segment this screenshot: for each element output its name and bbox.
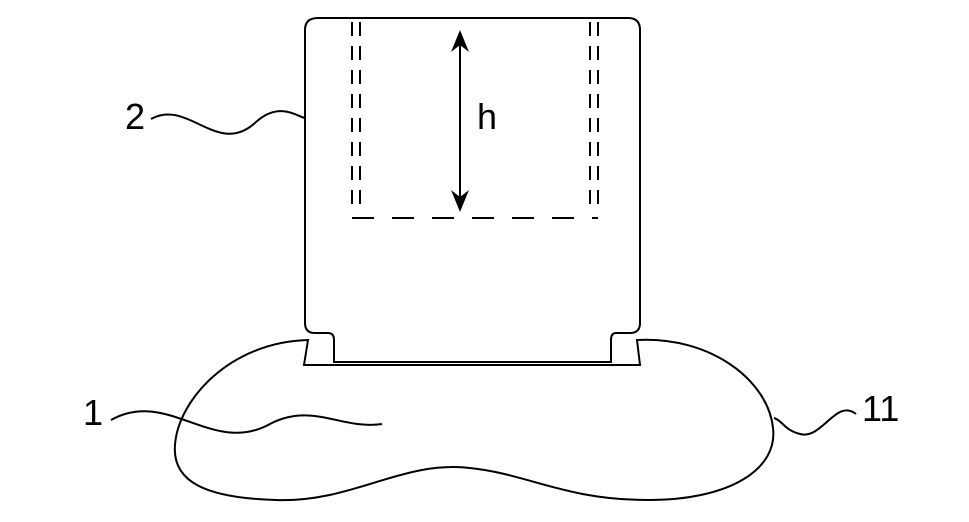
ref-label-2: 2 bbox=[125, 96, 145, 138]
dim-label-h: h bbox=[477, 96, 497, 138]
leader-11 bbox=[774, 410, 856, 434]
base-shape bbox=[175, 340, 774, 500]
ref-label-1: 1 bbox=[83, 392, 103, 434]
leader-1 bbox=[111, 411, 382, 433]
ref-label-11: 11 bbox=[862, 388, 899, 430]
technical-diagram bbox=[0, 0, 969, 522]
leader-2 bbox=[151, 111, 305, 134]
